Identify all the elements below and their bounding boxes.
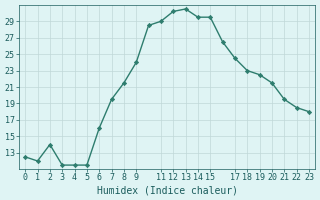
X-axis label: Humidex (Indice chaleur): Humidex (Indice chaleur) xyxy=(97,185,237,195)
